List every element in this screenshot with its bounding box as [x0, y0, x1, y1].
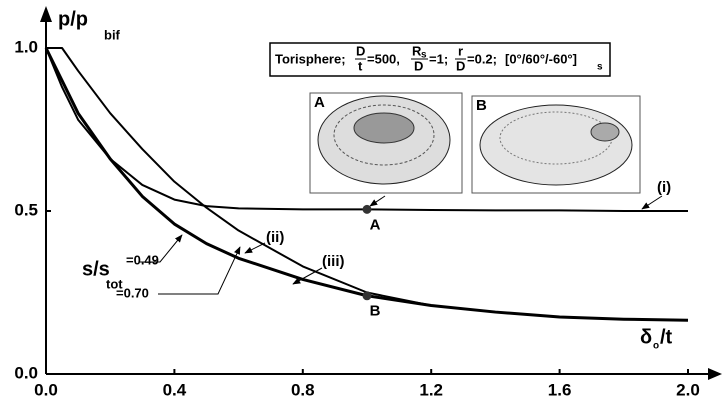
box-text: D: [356, 43, 365, 58]
y-arrow: [40, 6, 52, 22]
box-text: D: [456, 58, 465, 73]
x-tick-label: 1.6: [548, 380, 572, 399]
box-text: =0.2;: [467, 51, 497, 66]
leader: [370, 196, 385, 206]
x-label: δ: [640, 326, 652, 348]
y-tick-label: 0.0: [14, 363, 38, 382]
y-label: p/p: [58, 8, 88, 30]
box-text: Torisphere;: [275, 51, 346, 66]
point: [363, 291, 372, 300]
x-tick-label: 1.2: [419, 380, 443, 399]
box-text: [0°/60°/-60°]: [505, 51, 577, 66]
x-tick-label: 2.0: [676, 380, 700, 399]
series-label: (ii): [266, 229, 284, 246]
x-tick-label: 0.8: [291, 380, 315, 399]
x-tick-label: 0.4: [163, 380, 187, 399]
shell-dent: [591, 123, 619, 141]
x-label-sub: o: [653, 341, 659, 352]
inset-label: A: [314, 94, 325, 111]
box-text: r: [458, 43, 463, 58]
info-box: Torisphere; D t =500, R s D =1; r D =0.2…: [270, 43, 610, 76]
x-label-rest: /t: [660, 326, 673, 348]
point: [363, 205, 372, 214]
x-arrow: [708, 368, 722, 380]
s-label-value: =0.70: [116, 285, 149, 300]
inset-label: B: [476, 97, 487, 114]
series-label: (iii): [322, 253, 345, 270]
leader: [642, 196, 662, 209]
shell: [480, 105, 632, 185]
y-tick-label: 0.5: [14, 200, 38, 219]
shell-mesh: [354, 113, 414, 143]
box-text: t: [358, 58, 363, 73]
y-tick-label: 1.0: [14, 37, 38, 56]
point-label: B: [370, 303, 381, 320]
box-text: =500,: [367, 51, 400, 66]
s-label-value: =0.49: [126, 252, 159, 267]
y-label-sub: bif: [104, 27, 121, 42]
x-tick-label: 0.0: [34, 380, 58, 399]
inset-a: A: [310, 93, 462, 193]
chart: p/p bif δ o /t Torisphere; D t =500, R s…: [0, 0, 726, 402]
box-text: s: [597, 62, 603, 73]
box-text: =1;: [429, 51, 448, 66]
point-label: A: [370, 216, 381, 233]
box-text: D: [414, 58, 423, 73]
series-label: (i): [657, 179, 671, 196]
inset-b: B: [472, 96, 640, 193]
